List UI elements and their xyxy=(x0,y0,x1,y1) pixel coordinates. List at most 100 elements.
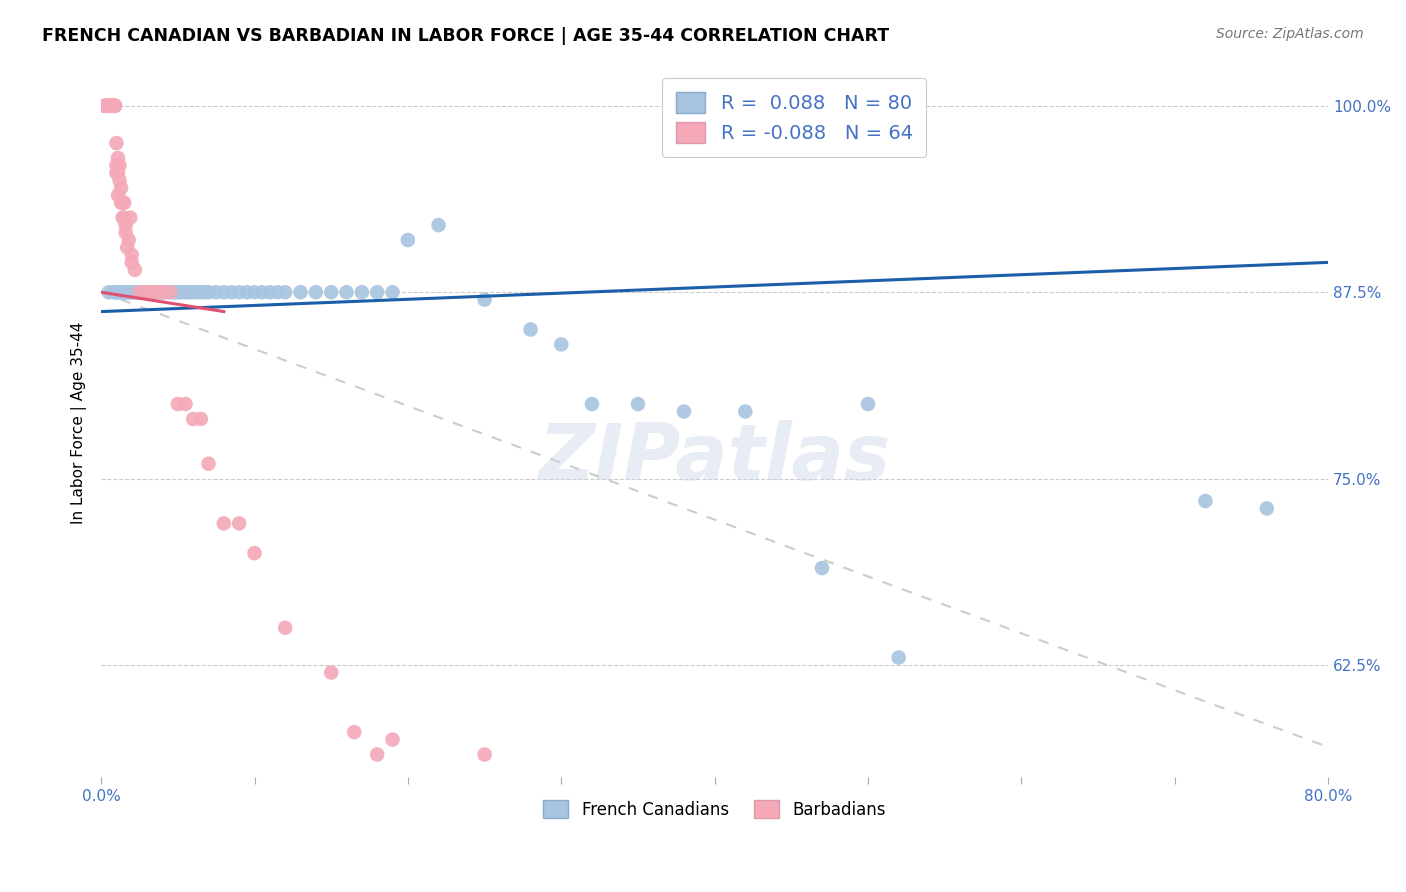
Point xyxy=(139,285,162,300)
Point xyxy=(519,322,541,336)
Point xyxy=(243,546,266,560)
Point xyxy=(148,285,170,300)
Point xyxy=(124,263,146,277)
Point xyxy=(176,285,198,300)
Point xyxy=(111,195,134,210)
Point xyxy=(186,285,208,300)
Point xyxy=(250,285,273,300)
Point xyxy=(108,158,131,172)
Point xyxy=(128,285,150,300)
Point xyxy=(120,285,142,300)
Point xyxy=(197,457,219,471)
Point xyxy=(474,747,496,762)
Point xyxy=(136,285,159,300)
Point xyxy=(112,195,135,210)
Point xyxy=(427,218,450,232)
Point xyxy=(110,181,132,195)
Point xyxy=(381,285,404,300)
Point xyxy=(101,99,124,113)
Point xyxy=(122,285,145,300)
Point xyxy=(104,99,127,113)
Point xyxy=(205,285,228,300)
Point xyxy=(243,285,266,300)
Point xyxy=(131,285,153,300)
Point xyxy=(108,285,131,300)
Point xyxy=(343,725,366,739)
Point xyxy=(129,285,152,300)
Point xyxy=(97,99,120,113)
Point xyxy=(94,99,117,113)
Point xyxy=(396,233,419,247)
Point xyxy=(581,397,603,411)
Point xyxy=(163,285,186,300)
Point xyxy=(96,99,118,113)
Point xyxy=(112,211,135,225)
Text: FRENCH CANADIAN VS BARBADIAN IN LABOR FORCE | AGE 35-44 CORRELATION CHART: FRENCH CANADIAN VS BARBADIAN IN LABOR FO… xyxy=(42,27,890,45)
Point xyxy=(136,285,159,300)
Point xyxy=(160,285,183,300)
Point xyxy=(228,516,250,531)
Point xyxy=(121,285,143,300)
Point xyxy=(104,99,127,113)
Point xyxy=(101,99,124,113)
Point xyxy=(118,285,141,300)
Point xyxy=(152,285,174,300)
Point xyxy=(94,99,117,113)
Point xyxy=(190,412,212,426)
Point xyxy=(121,255,143,269)
Point xyxy=(274,285,297,300)
Point xyxy=(124,285,146,300)
Point xyxy=(1256,501,1278,516)
Point xyxy=(105,285,128,300)
Point xyxy=(141,285,163,300)
Point xyxy=(103,99,125,113)
Point xyxy=(159,285,181,300)
Point xyxy=(181,412,204,426)
Point xyxy=(474,293,496,307)
Point xyxy=(132,285,155,300)
Point xyxy=(121,248,143,262)
Point xyxy=(194,285,217,300)
Point xyxy=(290,285,312,300)
Point xyxy=(112,285,135,300)
Point xyxy=(550,337,572,351)
Point xyxy=(173,285,195,300)
Point xyxy=(98,99,121,113)
Point xyxy=(93,99,115,113)
Point xyxy=(143,285,166,300)
Point xyxy=(143,285,166,300)
Point xyxy=(212,285,235,300)
Point xyxy=(321,665,343,680)
Point xyxy=(152,285,174,300)
Point xyxy=(125,285,148,300)
Point xyxy=(107,188,129,202)
Point xyxy=(103,99,125,113)
Point xyxy=(114,226,136,240)
Point xyxy=(104,99,127,113)
Point xyxy=(887,650,910,665)
Point xyxy=(128,285,150,300)
Point xyxy=(107,151,129,165)
Point xyxy=(305,285,328,300)
Point xyxy=(190,285,212,300)
Point xyxy=(98,99,121,113)
Point xyxy=(110,285,132,300)
Point xyxy=(112,285,135,300)
Point xyxy=(148,285,170,300)
Point xyxy=(105,285,128,300)
Point xyxy=(97,99,120,113)
Point xyxy=(114,285,136,300)
Text: Source: ZipAtlas.com: Source: ZipAtlas.com xyxy=(1216,27,1364,41)
Y-axis label: In Labor Force | Age 35-44: In Labor Force | Age 35-44 xyxy=(72,321,87,524)
Point xyxy=(107,166,129,180)
Point xyxy=(139,285,162,300)
Point xyxy=(274,621,297,635)
Point xyxy=(108,173,131,187)
Point xyxy=(212,516,235,531)
Point xyxy=(93,99,115,113)
Point xyxy=(136,285,159,300)
Point xyxy=(136,285,159,300)
Point xyxy=(120,211,142,225)
Point xyxy=(174,397,197,411)
Point xyxy=(366,285,388,300)
